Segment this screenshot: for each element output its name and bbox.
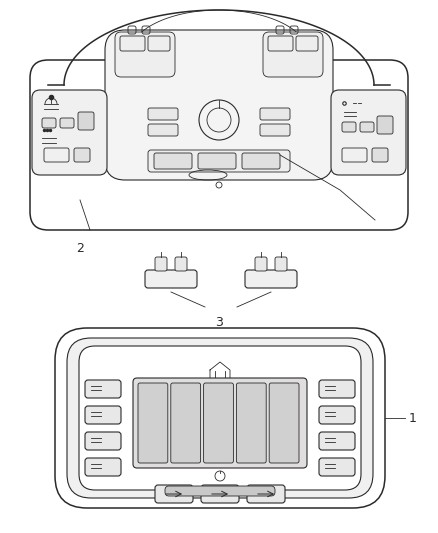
- FancyBboxPatch shape: [78, 112, 94, 130]
- FancyBboxPatch shape: [260, 124, 290, 136]
- FancyBboxPatch shape: [60, 118, 74, 128]
- FancyBboxPatch shape: [319, 380, 355, 398]
- FancyBboxPatch shape: [263, 32, 323, 77]
- FancyBboxPatch shape: [148, 150, 290, 172]
- FancyBboxPatch shape: [55, 328, 385, 508]
- FancyBboxPatch shape: [85, 406, 121, 424]
- FancyBboxPatch shape: [372, 148, 388, 162]
- FancyBboxPatch shape: [237, 383, 266, 463]
- FancyBboxPatch shape: [85, 432, 121, 450]
- Text: 1: 1: [409, 411, 417, 424]
- FancyBboxPatch shape: [42, 118, 56, 128]
- FancyBboxPatch shape: [155, 257, 167, 271]
- FancyBboxPatch shape: [67, 338, 373, 498]
- FancyBboxPatch shape: [319, 458, 355, 476]
- FancyBboxPatch shape: [331, 90, 406, 175]
- FancyBboxPatch shape: [85, 458, 121, 476]
- FancyBboxPatch shape: [79, 346, 361, 490]
- FancyBboxPatch shape: [148, 124, 178, 136]
- FancyBboxPatch shape: [360, 122, 374, 132]
- FancyBboxPatch shape: [242, 153, 280, 169]
- FancyBboxPatch shape: [377, 116, 393, 134]
- FancyBboxPatch shape: [204, 383, 233, 463]
- FancyBboxPatch shape: [245, 270, 297, 288]
- FancyBboxPatch shape: [30, 60, 408, 230]
- FancyBboxPatch shape: [201, 485, 239, 503]
- FancyBboxPatch shape: [154, 153, 192, 169]
- FancyBboxPatch shape: [32, 90, 107, 175]
- FancyBboxPatch shape: [175, 257, 187, 271]
- FancyBboxPatch shape: [319, 432, 355, 450]
- FancyBboxPatch shape: [269, 383, 299, 463]
- FancyBboxPatch shape: [342, 122, 356, 132]
- FancyBboxPatch shape: [85, 380, 121, 398]
- FancyBboxPatch shape: [275, 257, 287, 271]
- FancyBboxPatch shape: [198, 153, 236, 169]
- FancyBboxPatch shape: [105, 30, 333, 180]
- FancyBboxPatch shape: [148, 108, 178, 120]
- FancyBboxPatch shape: [155, 485, 193, 503]
- FancyBboxPatch shape: [247, 485, 285, 503]
- FancyBboxPatch shape: [145, 270, 197, 288]
- FancyBboxPatch shape: [165, 486, 275, 496]
- FancyBboxPatch shape: [255, 257, 267, 271]
- FancyBboxPatch shape: [133, 378, 307, 468]
- FancyBboxPatch shape: [260, 108, 290, 120]
- Text: 2: 2: [76, 242, 84, 255]
- Text: 3: 3: [215, 316, 223, 329]
- FancyBboxPatch shape: [138, 383, 168, 463]
- FancyBboxPatch shape: [171, 383, 201, 463]
- FancyBboxPatch shape: [319, 406, 355, 424]
- FancyBboxPatch shape: [74, 148, 90, 162]
- FancyBboxPatch shape: [115, 32, 175, 77]
